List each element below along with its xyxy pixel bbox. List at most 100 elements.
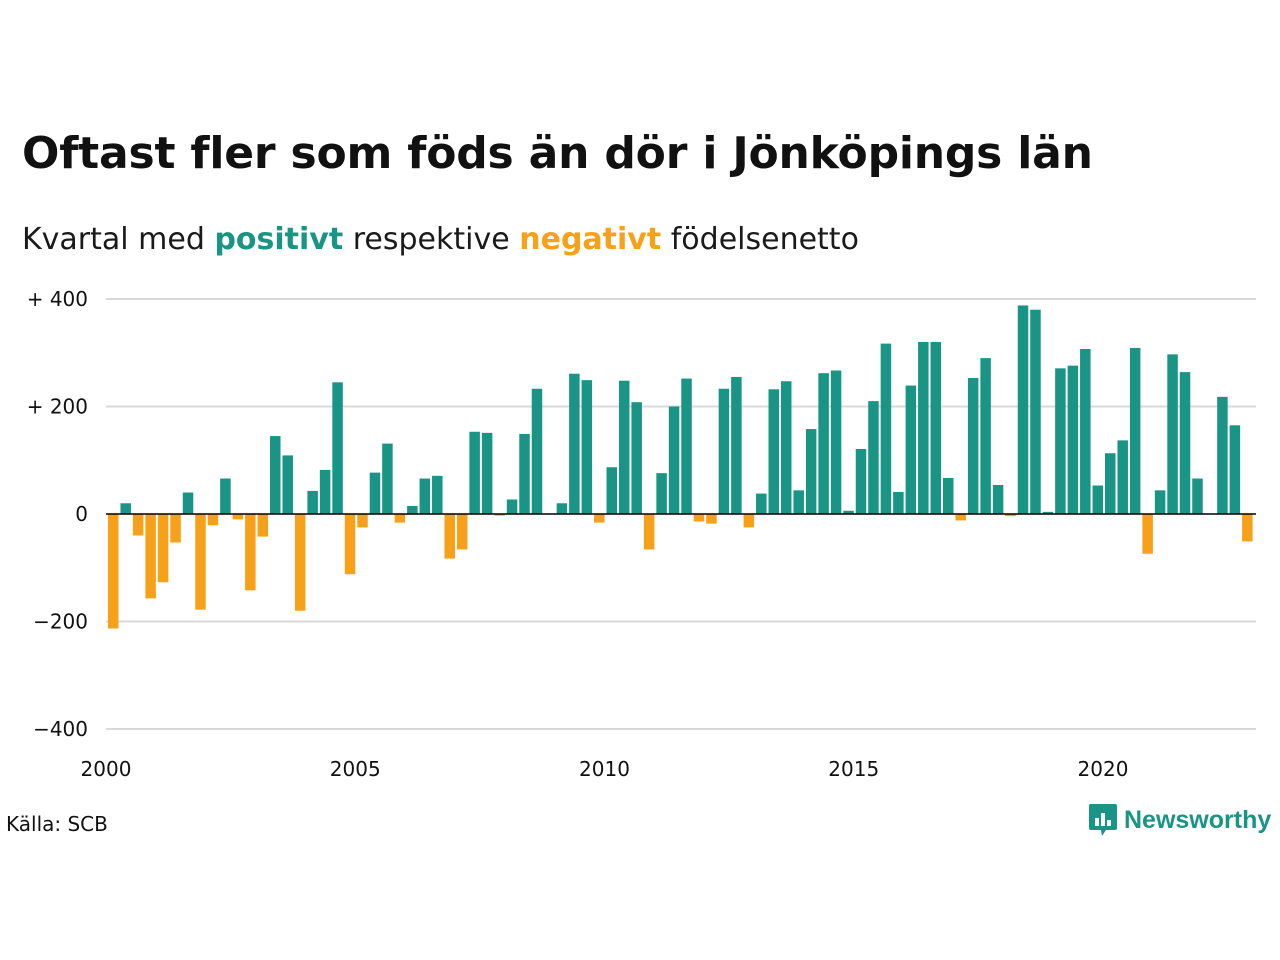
bar xyxy=(668,406,680,514)
bar xyxy=(606,467,617,514)
bar xyxy=(170,514,181,543)
bar xyxy=(195,514,206,610)
bar xyxy=(756,493,767,514)
bar xyxy=(793,490,804,514)
bar xyxy=(893,491,904,514)
bar xyxy=(1042,511,1054,514)
y-tick-label: + 200 xyxy=(27,395,88,419)
bar xyxy=(456,514,468,550)
bar xyxy=(1129,347,1141,514)
bar xyxy=(1067,365,1079,514)
bar xyxy=(132,514,144,536)
bar xyxy=(743,514,755,528)
x-tick-label: 2020 xyxy=(1078,757,1129,781)
x-tick-label: 2015 xyxy=(828,757,879,781)
y-tick-label: 0 xyxy=(75,502,88,526)
bar xyxy=(519,433,530,514)
source-note: Källa: SCB xyxy=(6,812,108,836)
bar xyxy=(1192,478,1203,514)
bar xyxy=(930,342,942,514)
bar xyxy=(693,514,705,522)
bar xyxy=(918,342,929,514)
bar xyxy=(382,443,393,514)
subtitle-negative-highlight: negativt xyxy=(519,222,662,257)
axes: + 400 + 200 0 −200 −400 2000 2005 2010 2015 2020 xyxy=(27,287,1256,781)
bar xyxy=(444,514,455,559)
bar xyxy=(556,503,568,514)
bar xyxy=(905,385,917,514)
y-tick-label: −400 xyxy=(33,717,88,741)
bar xyxy=(145,514,156,599)
bar xyxy=(855,448,867,514)
brand-name: Newsworthy xyxy=(1124,805,1272,834)
bar xyxy=(282,455,293,514)
bar xyxy=(1117,440,1128,514)
bar xyxy=(1017,305,1029,514)
bar xyxy=(369,472,381,514)
bar xyxy=(656,473,667,514)
bar xyxy=(294,514,306,611)
subtitle-middle: respektive xyxy=(352,222,510,257)
brand-logo: Newsworthy xyxy=(1088,803,1271,837)
bar xyxy=(992,484,1004,514)
bars xyxy=(108,305,1253,629)
bar xyxy=(843,510,854,514)
bar xyxy=(432,475,443,514)
bar xyxy=(245,514,256,591)
bar-chart-speech-bubble-icon xyxy=(1089,804,1117,836)
bar xyxy=(780,381,792,514)
bar xyxy=(407,505,418,514)
subtitle-positive-highlight: positivt xyxy=(214,222,344,257)
x-tick-label: 2010 xyxy=(579,757,630,781)
bar xyxy=(469,431,480,514)
chart-title: Oftast fler som föds än dör i Jönköpings… xyxy=(22,128,1093,179)
y-tick-label: −200 xyxy=(33,610,88,634)
bar xyxy=(531,388,543,514)
bar xyxy=(1055,368,1066,514)
bar xyxy=(1229,425,1241,514)
x-tick-label: 2000 xyxy=(81,757,132,781)
bar xyxy=(157,514,169,583)
bar xyxy=(880,343,892,514)
bar xyxy=(108,514,119,629)
bar xyxy=(182,492,194,514)
bar xyxy=(569,373,580,514)
bar xyxy=(618,380,630,514)
bar xyxy=(818,373,829,514)
bar xyxy=(357,514,368,528)
bar xyxy=(731,376,742,514)
subtitle-suffix: födelsenetto xyxy=(670,222,859,257)
bar xyxy=(768,389,780,514)
bar xyxy=(1030,309,1041,514)
x-tick-label: 2005 xyxy=(330,757,381,781)
bar xyxy=(718,388,730,514)
bar xyxy=(1080,348,1091,514)
bar xyxy=(207,514,219,526)
bar xyxy=(1005,514,1016,517)
bar xyxy=(631,402,642,514)
bar xyxy=(942,477,954,514)
chart-subtitle: Kvartal med positivt respektive negativt… xyxy=(22,222,859,257)
bar xyxy=(681,378,692,514)
bar xyxy=(643,514,655,550)
bar-chart: + 400 + 200 0 −200 −400 2000 2005 2010 2015 2020 xyxy=(27,287,1256,781)
bar xyxy=(955,514,966,521)
bar xyxy=(706,514,717,524)
bar xyxy=(494,514,505,516)
bar xyxy=(980,358,991,514)
bar xyxy=(1167,354,1178,514)
bar xyxy=(1179,372,1191,514)
bar xyxy=(868,401,879,514)
bar xyxy=(506,499,518,514)
bar xyxy=(1154,490,1166,514)
bar xyxy=(1092,485,1104,514)
bar xyxy=(967,378,979,514)
bar xyxy=(1242,514,1253,542)
subtitle-prefix: Kvartal med xyxy=(22,222,205,257)
bar xyxy=(830,370,842,514)
bar xyxy=(319,469,331,514)
bar xyxy=(394,514,406,523)
bar xyxy=(594,514,605,523)
bar xyxy=(481,432,493,514)
bar xyxy=(220,478,231,514)
